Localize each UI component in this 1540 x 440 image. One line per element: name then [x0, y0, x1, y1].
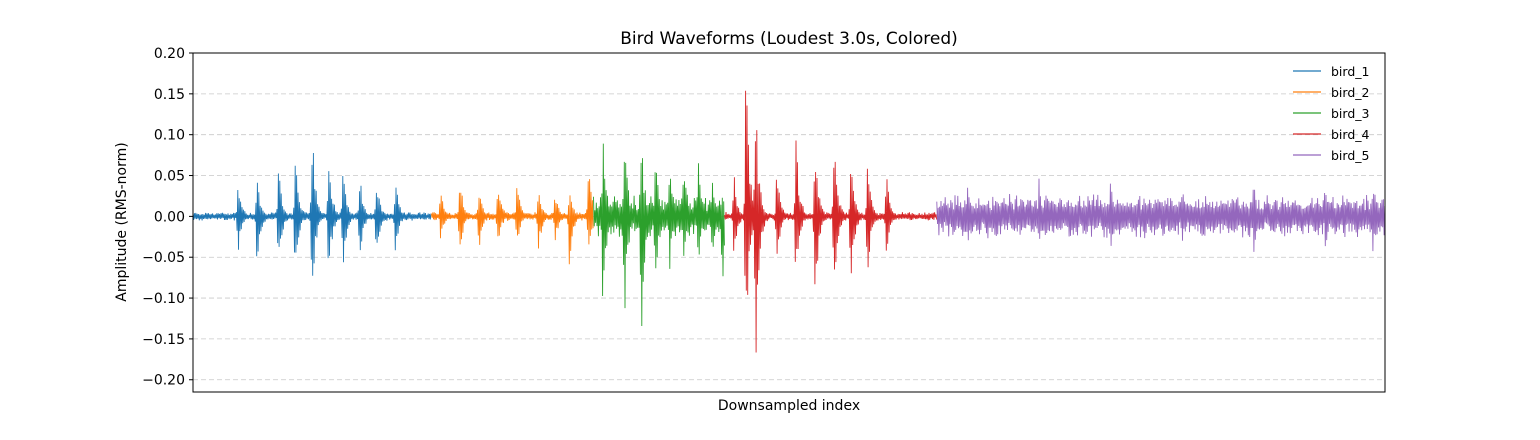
waveforms	[192, 90, 1386, 353]
y-axis: 0.20 0.15 0.10 0.05 0.00 −0.05 −0.10 −0.15 −0.20	[142, 46, 193, 389]
legend: bird_1 bird_2 bird_3 bird_4 bird_5	[1293, 64, 1370, 163]
legend-label: bird_1	[1331, 64, 1369, 79]
legend-label: bird_3	[1331, 106, 1369, 121]
series-line-bird-2	[430, 179, 594, 265]
y-tick-label: 0.00	[154, 209, 185, 225]
y-tick-label: −0.20	[142, 373, 185, 389]
y-tick-label: −0.10	[142, 291, 185, 307]
y-tick-label: −0.05	[142, 250, 185, 266]
y-tick-label: 0.05	[154, 169, 185, 185]
legend-label: bird_2	[1331, 85, 1369, 100]
series-line-bird-4	[724, 90, 938, 353]
x-axis-label: Downsampled index	[718, 398, 860, 414]
series-line-bird-1	[192, 152, 432, 276]
y-tick-label: 0.10	[154, 128, 185, 144]
y-tick-label: 0.15	[154, 87, 185, 103]
plot-frame	[192, 52, 1386, 393]
y-tick-label: 0.20	[154, 46, 185, 62]
y-tick-label: −0.15	[142, 332, 185, 348]
chart-title: Bird Waveforms (Loudest 3.0s, Colored)	[620, 29, 958, 49]
legend-label: bird_5	[1331, 148, 1369, 163]
series-line-bird-3	[593, 143, 725, 327]
y-axis-label: Amplitude (RMS-norm)	[114, 142, 130, 301]
legend-label: bird_4	[1331, 127, 1370, 142]
series-line-bird-5	[936, 178, 1386, 252]
